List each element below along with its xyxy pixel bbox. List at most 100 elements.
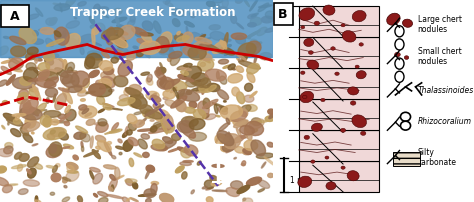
Ellipse shape xyxy=(257,27,267,36)
Ellipse shape xyxy=(78,34,93,44)
Ellipse shape xyxy=(395,52,400,57)
Ellipse shape xyxy=(347,171,359,181)
Ellipse shape xyxy=(74,132,86,139)
Ellipse shape xyxy=(122,132,128,137)
Ellipse shape xyxy=(314,21,319,25)
Ellipse shape xyxy=(55,32,60,39)
Ellipse shape xyxy=(54,4,70,11)
Ellipse shape xyxy=(193,109,206,119)
Ellipse shape xyxy=(161,124,169,132)
Ellipse shape xyxy=(219,139,230,152)
Ellipse shape xyxy=(218,90,228,100)
Ellipse shape xyxy=(156,40,167,43)
Ellipse shape xyxy=(193,42,209,54)
Ellipse shape xyxy=(250,39,260,48)
Ellipse shape xyxy=(182,32,193,44)
Ellipse shape xyxy=(248,14,256,19)
Ellipse shape xyxy=(50,119,59,125)
Ellipse shape xyxy=(207,1,215,7)
Ellipse shape xyxy=(234,120,248,128)
Ellipse shape xyxy=(184,145,198,156)
Ellipse shape xyxy=(3,113,18,122)
Ellipse shape xyxy=(225,134,231,136)
Ellipse shape xyxy=(90,38,92,42)
Ellipse shape xyxy=(184,63,192,67)
Ellipse shape xyxy=(323,5,335,15)
Ellipse shape xyxy=(180,68,191,70)
Ellipse shape xyxy=(146,165,155,172)
Ellipse shape xyxy=(202,88,205,94)
Ellipse shape xyxy=(109,129,122,133)
Ellipse shape xyxy=(38,69,56,76)
Ellipse shape xyxy=(245,121,264,136)
Ellipse shape xyxy=(200,56,210,63)
Ellipse shape xyxy=(81,142,83,147)
Ellipse shape xyxy=(141,134,149,139)
Text: Silty
carbonate: Silty carbonate xyxy=(418,148,456,167)
Ellipse shape xyxy=(299,8,315,20)
Bar xyxy=(0,0,273,57)
Ellipse shape xyxy=(251,52,256,55)
Ellipse shape xyxy=(112,156,116,159)
Ellipse shape xyxy=(243,198,246,201)
Ellipse shape xyxy=(96,146,100,149)
Ellipse shape xyxy=(170,36,177,45)
Ellipse shape xyxy=(58,88,69,92)
Ellipse shape xyxy=(160,76,165,85)
Ellipse shape xyxy=(81,99,85,101)
Ellipse shape xyxy=(34,164,43,169)
Ellipse shape xyxy=(146,198,151,202)
Ellipse shape xyxy=(239,61,260,69)
Ellipse shape xyxy=(124,89,130,95)
Ellipse shape xyxy=(144,189,156,198)
Ellipse shape xyxy=(206,187,213,190)
Ellipse shape xyxy=(125,179,137,183)
Ellipse shape xyxy=(62,75,73,84)
Ellipse shape xyxy=(189,119,205,130)
Ellipse shape xyxy=(130,198,138,202)
Ellipse shape xyxy=(154,21,161,33)
Ellipse shape xyxy=(251,140,265,156)
Ellipse shape xyxy=(268,109,275,115)
Ellipse shape xyxy=(123,140,133,151)
Ellipse shape xyxy=(86,91,95,94)
Ellipse shape xyxy=(165,82,172,92)
Ellipse shape xyxy=(231,15,237,23)
Ellipse shape xyxy=(69,39,77,46)
Ellipse shape xyxy=(32,85,41,101)
Ellipse shape xyxy=(173,87,179,98)
Ellipse shape xyxy=(160,32,172,46)
Ellipse shape xyxy=(0,80,7,86)
Ellipse shape xyxy=(128,20,135,27)
Ellipse shape xyxy=(38,72,58,81)
Ellipse shape xyxy=(43,117,52,127)
Ellipse shape xyxy=(91,136,93,148)
Ellipse shape xyxy=(217,71,219,79)
Ellipse shape xyxy=(85,53,102,68)
Ellipse shape xyxy=(68,81,74,83)
Ellipse shape xyxy=(218,107,228,114)
Ellipse shape xyxy=(112,17,127,23)
Ellipse shape xyxy=(0,46,9,55)
Ellipse shape xyxy=(340,128,346,132)
Ellipse shape xyxy=(177,121,194,133)
Ellipse shape xyxy=(59,113,72,122)
Ellipse shape xyxy=(90,25,95,29)
Ellipse shape xyxy=(85,57,95,69)
Ellipse shape xyxy=(205,69,226,81)
Ellipse shape xyxy=(140,41,161,54)
Ellipse shape xyxy=(89,16,95,24)
Ellipse shape xyxy=(219,39,231,42)
Ellipse shape xyxy=(67,165,74,172)
Ellipse shape xyxy=(64,144,73,149)
Ellipse shape xyxy=(99,198,108,202)
Ellipse shape xyxy=(160,194,174,202)
Ellipse shape xyxy=(70,70,77,73)
Ellipse shape xyxy=(182,117,198,127)
Ellipse shape xyxy=(5,143,13,148)
Ellipse shape xyxy=(226,118,230,124)
Ellipse shape xyxy=(85,113,91,117)
Ellipse shape xyxy=(237,92,245,104)
Ellipse shape xyxy=(176,25,179,26)
Ellipse shape xyxy=(79,106,97,118)
